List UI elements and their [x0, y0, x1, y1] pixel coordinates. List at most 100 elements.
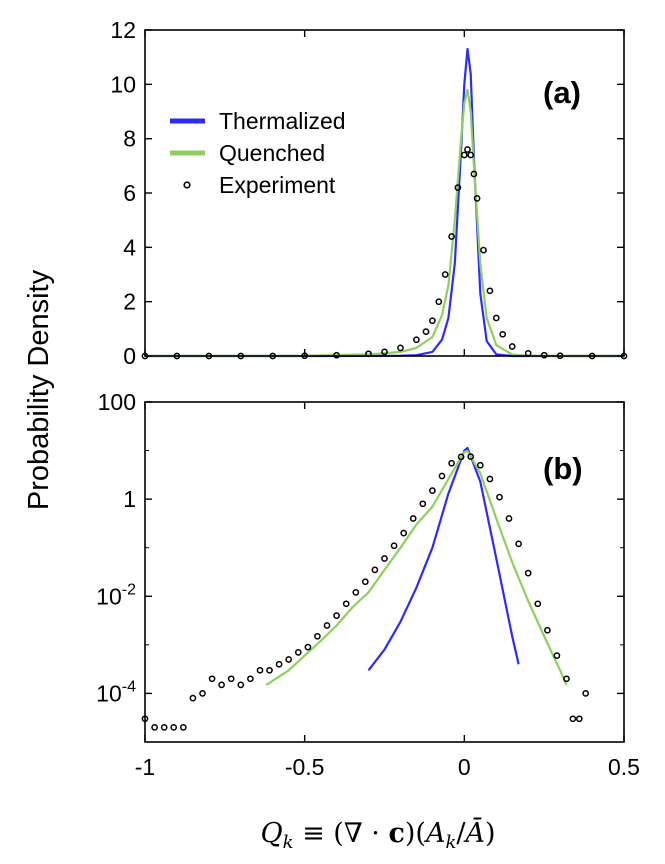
- data-point: [208, 675, 216, 683]
- data-point: [170, 724, 178, 731]
- data-point: [515, 540, 522, 548]
- y-tick-label: 12: [110, 17, 136, 43]
- data-point: [237, 681, 245, 689]
- data-point: [448, 459, 455, 467]
- data-point: [499, 330, 507, 338]
- data-point: [505, 515, 513, 522]
- data-point: [247, 675, 254, 683]
- data-point: [563, 675, 570, 683]
- y-axis-label: Probability Density: [23, 269, 55, 510]
- data-point: [524, 569, 532, 577]
- data-point: [323, 622, 331, 629]
- data-point: [422, 328, 430, 335]
- data-point: [304, 643, 312, 651]
- x-tick-label: 0.5: [608, 754, 640, 780]
- xlabel-c: c: [388, 818, 404, 849]
- panel-a: 0 2 4 6 8 10 12: [110, 17, 628, 369]
- x-tick-label: -0.5: [285, 754, 325, 780]
- legend-label-quenched: Quenched: [219, 140, 325, 166]
- xlabel-rest: ≡ (∇ ·: [294, 818, 389, 849]
- data-point: [544, 626, 551, 634]
- xlabel-abar: Ā: [463, 816, 486, 849]
- data-point: [575, 715, 583, 723]
- data-point: [454, 184, 462, 191]
- data-point: [476, 461, 484, 469]
- panel-a-label: (a): [543, 75, 581, 110]
- data-point: [275, 660, 283, 668]
- x-axis-label: Qk ≡ (∇ · c)(Ak/Ā): [260, 816, 495, 853]
- data-point: [467, 151, 475, 159]
- data-point: [189, 694, 197, 702]
- legend-label-experiment: Experiment: [219, 172, 336, 198]
- data-point: [371, 566, 379, 574]
- data-point: [419, 500, 427, 508]
- xlabel-q: Q: [260, 818, 282, 849]
- data-point: [496, 493, 503, 501]
- panel-b: -1 -0.5 0 0.5 100 1 10-2 10-4: [96, 389, 640, 780]
- data-point: [218, 681, 225, 689]
- data-point: [179, 724, 187, 731]
- data-point: [473, 195, 481, 202]
- data-point: [333, 612, 340, 619]
- data-point: [285, 656, 293, 663]
- data-point: [464, 146, 471, 153]
- y-tick-label: 6: [123, 180, 136, 206]
- data-point: [438, 472, 446, 480]
- data-point: [352, 589, 360, 596]
- data-point: [381, 348, 388, 356]
- data-point: [435, 298, 443, 306]
- data-point: [441, 271, 449, 278]
- series-quenched-b: [265, 449, 568, 686]
- data-point: [448, 233, 455, 240]
- xlabel-sub-k: k: [283, 832, 294, 853]
- data-point: [413, 336, 420, 344]
- xlabel-a: A: [423, 818, 446, 849]
- data-point: [486, 287, 494, 295]
- y-tick-label: 10: [110, 71, 136, 97]
- data-point: [457, 453, 465, 461]
- y-tick-label: 2: [123, 289, 136, 315]
- xlabel-slash: /: [456, 818, 466, 849]
- data-point: [160, 724, 168, 731]
- x-tick-label: -1: [135, 754, 155, 780]
- y-tick-label: 0: [123, 343, 136, 369]
- data-point: [381, 555, 388, 562]
- data-point: [266, 666, 273, 674]
- data-point: [508, 343, 516, 350]
- data-point: [409, 515, 417, 522]
- panel-b-label: (b): [543, 451, 583, 486]
- data-point: [492, 314, 500, 322]
- data-point: [361, 578, 369, 586]
- xlabel-sub-k2: k: [445, 832, 456, 853]
- data-point: [227, 675, 235, 683]
- xlabel-close: ): [485, 818, 496, 849]
- series-thermalized-b: [367, 446, 520, 671]
- legend-swatch-experiment: [183, 181, 191, 189]
- data-point: [256, 666, 264, 674]
- data-point: [400, 529, 408, 537]
- data-point: [470, 170, 478, 178]
- data-point: [390, 542, 398, 550]
- data-point: [151, 724, 158, 731]
- y-tick-label: 10-2: [96, 581, 136, 609]
- data-point: [294, 649, 302, 656]
- data-point: [582, 690, 590, 697]
- legend-label-thermalized: Thermalized: [219, 108, 346, 134]
- data-point: [480, 246, 487, 254]
- data-point: [342, 600, 350, 608]
- y-tick-label: 1: [123, 486, 136, 512]
- y-tick-label: 10-4: [96, 678, 136, 706]
- series-quenched-a: [144, 88, 624, 358]
- data-point: [569, 715, 577, 723]
- x-tick-label: 0: [458, 754, 471, 780]
- legend: Thermalized Quenched Experiment: [170, 108, 346, 198]
- y-tick-label: 8: [123, 126, 136, 152]
- data-point: [199, 690, 206, 697]
- data-point: [429, 487, 436, 494]
- data-point: [460, 151, 468, 159]
- y-tick-label: 100: [98, 389, 136, 415]
- data-point: [553, 652, 561, 659]
- xlabel-paren: )(: [405, 818, 426, 849]
- data-point: [486, 475, 494, 483]
